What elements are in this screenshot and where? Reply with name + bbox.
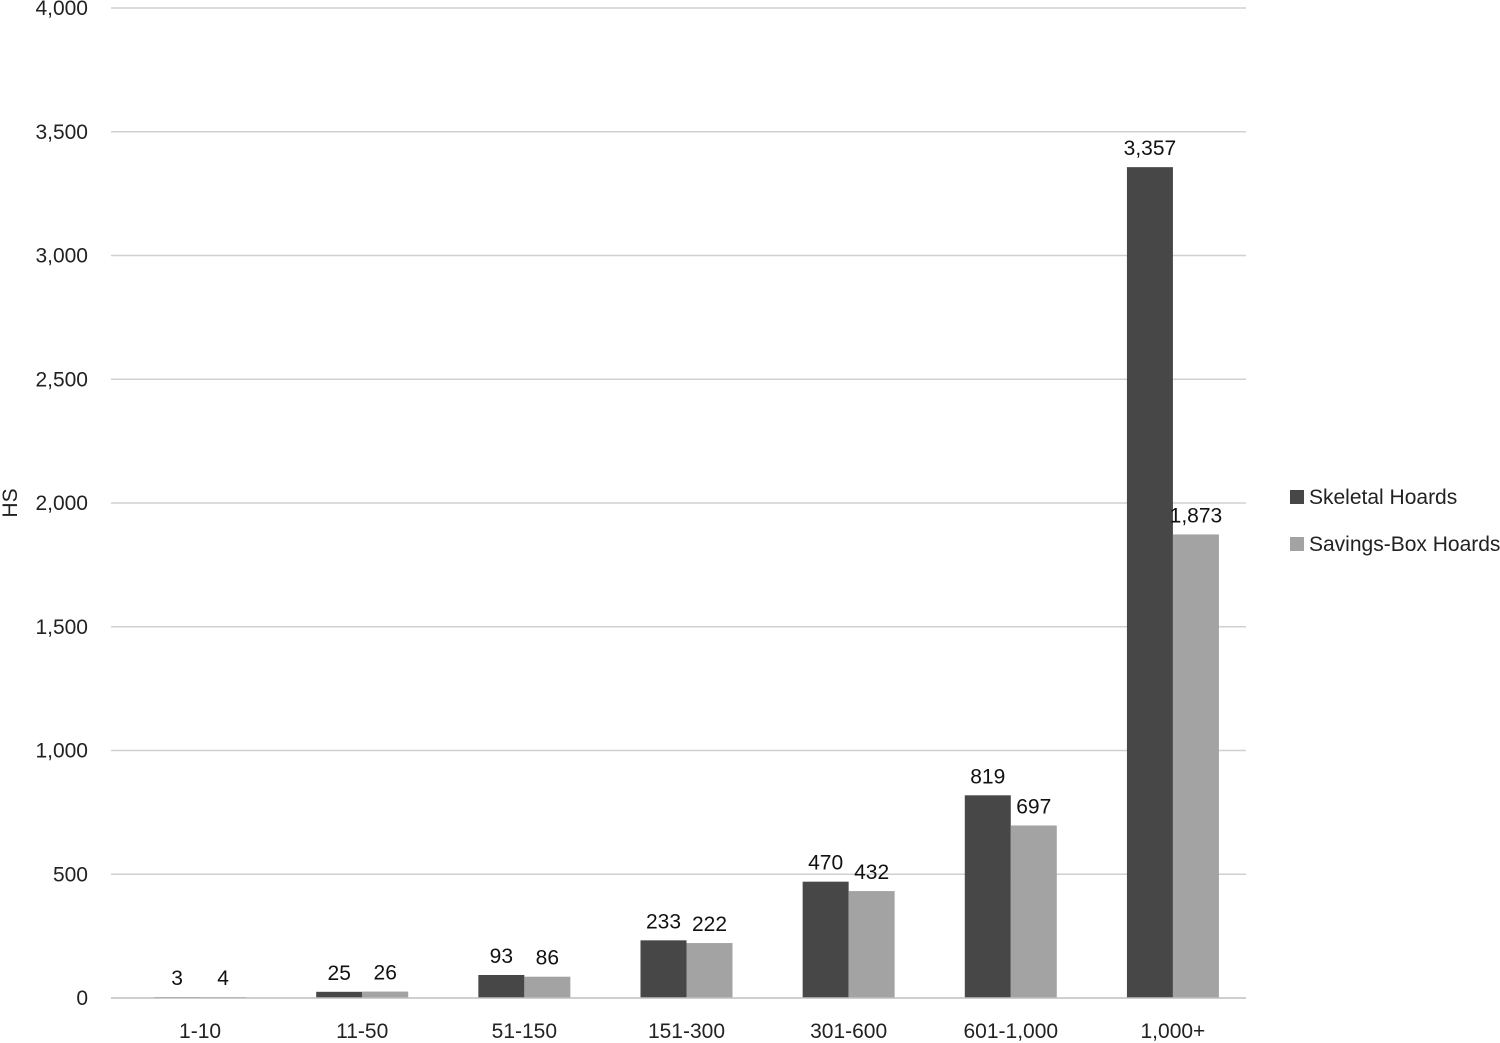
legend-swatch bbox=[1290, 490, 1304, 504]
y-axis-ticks: 0 500 1,000 1,500 2,000 2,500 3,000 3,500 4,000 bbox=[35, 0, 88, 1010]
bar-skeletal-7 bbox=[1126, 167, 1173, 998]
bar-skeletal-6 bbox=[964, 795, 1011, 998]
bar-savings-box-7 bbox=[1172, 534, 1219, 998]
x-tick-label: 11-50 bbox=[336, 1020, 388, 1043]
bar-savings-box-4 bbox=[686, 943, 733, 998]
x-tick-label: 1-10 bbox=[179, 1020, 221, 1043]
bars bbox=[154, 167, 1219, 998]
legend-label: Skeletal Hoards bbox=[1309, 486, 1457, 509]
data-label: 819 bbox=[970, 765, 1005, 788]
x-tick-label: 1,000+ bbox=[1141, 1020, 1206, 1043]
bar-skeletal-5 bbox=[802, 881, 849, 998]
data-labels: 3 4 25 26 93 86 233 222 470 432 819 697 3,357 1,873 bbox=[171, 137, 1222, 990]
bar-savings-box-3 bbox=[524, 976, 571, 998]
x-tick-label: 151-300 bbox=[648, 1020, 725, 1043]
legend: Skeletal Hoards Savings-Box Hoards bbox=[1290, 486, 1500, 556]
bar-skeletal-4 bbox=[640, 940, 687, 998]
legend-swatch bbox=[1290, 537, 1304, 551]
bar-savings-box-2 bbox=[362, 991, 409, 998]
x-axis-ticks: 1-10 11-50 51-150 151-300 301-600 601-1,000 1,… bbox=[179, 1020, 1205, 1043]
data-label: 3 bbox=[171, 967, 183, 990]
y-tick-label: 2,000 bbox=[35, 492, 88, 515]
y-axis-label: HS bbox=[0, 488, 22, 517]
data-label: 4 bbox=[217, 967, 229, 990]
y-tick-label: 1,000 bbox=[35, 740, 88, 763]
data-label: 86 bbox=[536, 947, 559, 970]
y-tick-label: 4,000 bbox=[35, 0, 88, 20]
data-label: 222 bbox=[692, 913, 727, 936]
x-tick-label: 301-600 bbox=[810, 1020, 887, 1043]
data-label: 470 bbox=[808, 852, 843, 875]
y-tick-label: 1,500 bbox=[35, 616, 88, 639]
data-label: 697 bbox=[1016, 795, 1051, 818]
y-tick-label: 500 bbox=[53, 863, 88, 886]
legend-label: Savings-Box Hoards bbox=[1309, 533, 1500, 556]
data-label: 1,873 bbox=[1170, 504, 1223, 527]
data-label: 233 bbox=[646, 910, 681, 933]
bar-savings-box-6 bbox=[1010, 825, 1057, 998]
y-tick-label: 2,500 bbox=[35, 368, 88, 391]
data-label: 93 bbox=[490, 945, 513, 968]
y-tick-label: 0 bbox=[76, 987, 88, 1010]
y-tick-label: 3,000 bbox=[35, 245, 88, 268]
bar-savings-box-5 bbox=[848, 891, 895, 998]
x-tick-label: 51-150 bbox=[492, 1020, 557, 1043]
gridlines bbox=[111, 7, 1246, 875]
data-label: 3,357 bbox=[1124, 137, 1177, 160]
data-label: 25 bbox=[328, 962, 351, 985]
x-tick-label: 601-1,000 bbox=[963, 1020, 1058, 1043]
bar-skeletal-3 bbox=[478, 974, 525, 998]
data-label: 26 bbox=[374, 962, 397, 985]
bar-skeletal-2 bbox=[316, 991, 363, 998]
y-tick-label: 3,500 bbox=[35, 121, 88, 144]
data-label: 432 bbox=[854, 861, 889, 884]
